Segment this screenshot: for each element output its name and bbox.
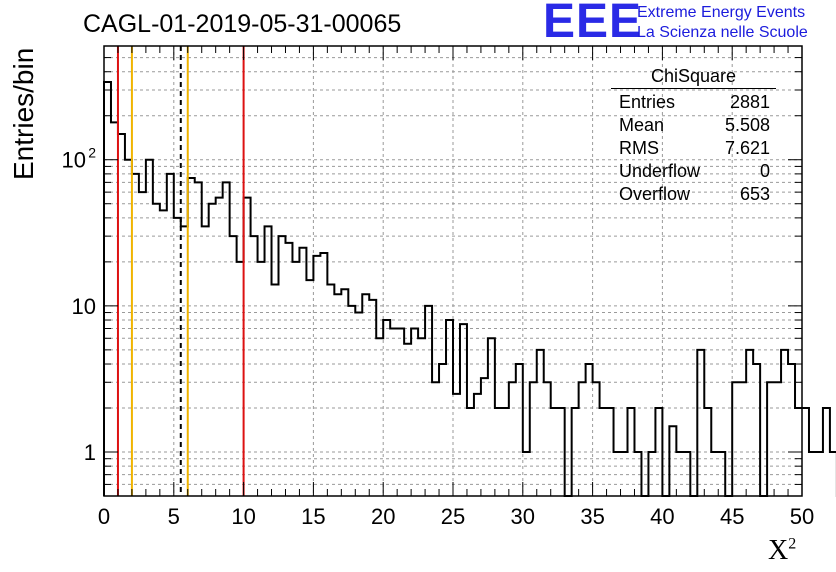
stats-row-mean: Mean 5.508 xyxy=(619,115,770,135)
stats-row-rms: RMS 7.621 xyxy=(619,138,770,158)
stats-box: ChiSquare Entries 2881 Mean 5.508 RMS 7.621… xyxy=(611,66,776,206)
eee-logo: EEE Extreme Energy Events La Scienza nel… xyxy=(543,0,833,48)
y-tick-label: 10 xyxy=(62,148,86,173)
y-tick-label-exponent: 2 xyxy=(88,145,96,161)
eee-logo-mark: EEE xyxy=(543,0,643,48)
x-axis-label: X2 xyxy=(768,535,797,566)
x-tick-label: 40 xyxy=(650,504,674,529)
stats-title: ChiSquare xyxy=(611,66,776,89)
y-axis-label: Entries/bin xyxy=(8,47,39,180)
x-tick-label: 10 xyxy=(231,504,255,529)
y-tick-label: 1 xyxy=(84,440,96,465)
x-tick-label: 20 xyxy=(371,504,395,529)
stats-row-overflow: Overflow 653 xyxy=(619,184,770,204)
x-tick-label: 25 xyxy=(441,504,465,529)
x-tick-label: 15 xyxy=(301,504,325,529)
histogram-line xyxy=(103,81,836,497)
logo-line-2: La Scienza nelle Scuole xyxy=(637,24,808,41)
x-tick-label: 45 xyxy=(720,504,744,529)
stats-row-entries: Entries 2881 xyxy=(619,92,770,112)
stats-row-underflow: Underflow 0 xyxy=(619,161,770,181)
x-tick-label: 0 xyxy=(98,504,110,529)
chart-title: CAGL-01-2019-05-31-00065 xyxy=(83,10,402,38)
y-tick-label: 10 xyxy=(72,294,96,319)
x-tick-label: 5 xyxy=(168,504,180,529)
x-tick-label: 35 xyxy=(580,504,604,529)
x-tick-label: 50 xyxy=(790,504,814,529)
logo-line-1: Extreme Energy Events xyxy=(637,4,806,21)
x-tick-label: 30 xyxy=(511,504,535,529)
